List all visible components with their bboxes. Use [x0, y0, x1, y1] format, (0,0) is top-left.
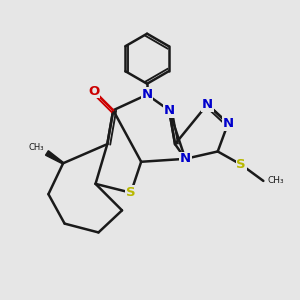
Text: CH₃: CH₃: [268, 176, 284, 185]
Text: N: N: [142, 88, 153, 101]
Text: O: O: [88, 85, 100, 98]
Text: N: N: [180, 152, 191, 165]
Polygon shape: [46, 151, 64, 164]
Text: CH₃: CH₃: [29, 142, 44, 152]
Text: N: N: [164, 104, 175, 117]
Text: N: N: [202, 98, 213, 111]
Text: S: S: [126, 186, 136, 199]
Text: N: N: [223, 117, 234, 130]
Text: S: S: [236, 158, 246, 171]
